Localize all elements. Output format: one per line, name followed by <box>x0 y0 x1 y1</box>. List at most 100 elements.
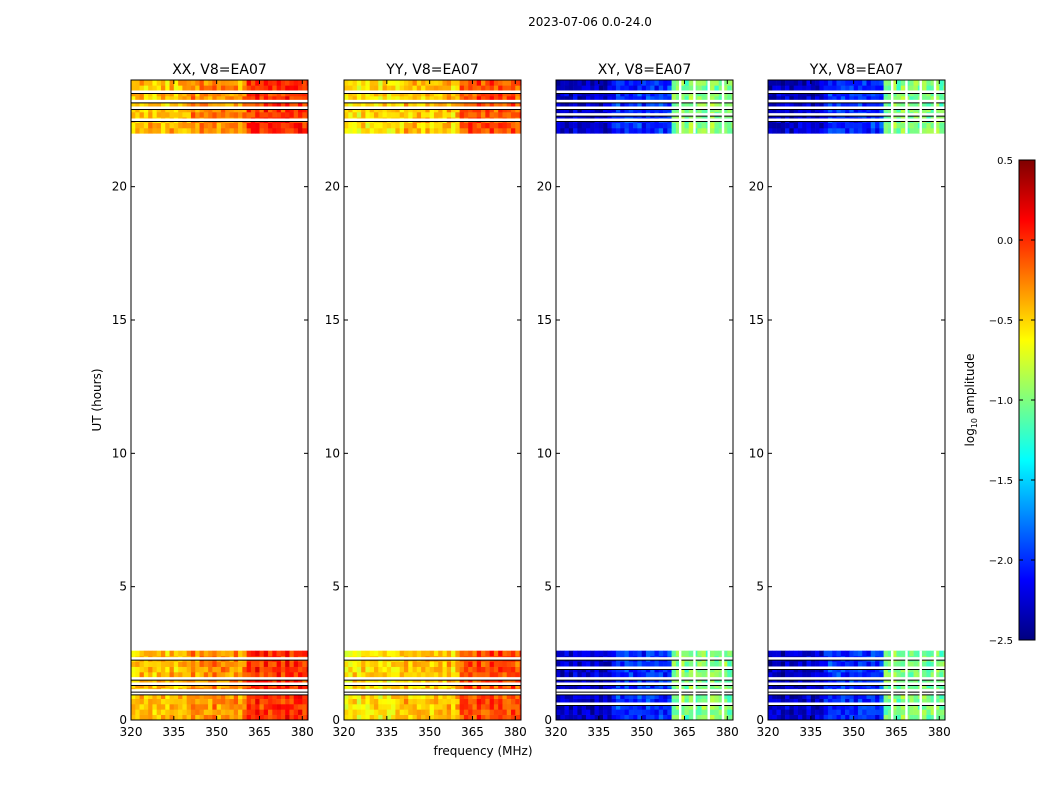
heatmap-cell <box>776 698 782 705</box>
heatmap-cell <box>148 714 153 721</box>
heatmap-cell <box>776 693 782 699</box>
heatmap-cell <box>433 693 439 699</box>
heatmap-cell <box>165 661 170 667</box>
heatmap-cell <box>633 85 638 91</box>
heatmap-cell <box>212 698 217 705</box>
heatmap-cell <box>386 122 392 129</box>
heatmap-cell <box>671 80 677 86</box>
heatmap-cell <box>229 85 235 91</box>
heatmap-cell <box>165 650 170 657</box>
heatmap-cell <box>556 101 561 107</box>
heatmap-cell <box>723 714 728 721</box>
heatmap-cell <box>365 122 370 129</box>
heatmap-cell <box>143 122 149 129</box>
heatmap-cell <box>560 96 565 102</box>
heatmap-cell <box>926 650 932 657</box>
heatmap-cell <box>369 704 375 710</box>
heatmap-cell <box>823 714 829 721</box>
heatmap-cell <box>173 661 179 667</box>
heatmap-cell <box>594 96 600 102</box>
heatmap-cell <box>688 714 694 721</box>
heatmap-cell <box>229 693 235 699</box>
heatmap-cell <box>459 666 465 673</box>
heatmap-cell <box>446 666 452 673</box>
heatmap-cell <box>289 693 295 699</box>
heatmap-cell <box>156 698 162 705</box>
heatmap-cell <box>845 698 850 705</box>
heatmap-cell <box>896 704 902 710</box>
heatmap-cell <box>302 122 307 129</box>
heatmap-cell <box>913 714 919 721</box>
heatmap-cell <box>203 96 209 102</box>
heatmap-cell <box>442 96 448 102</box>
heatmap-cell <box>887 650 893 657</box>
heatmap-cell <box>421 80 426 86</box>
heatmap-cell <box>178 85 183 91</box>
heatmap-cell <box>581 128 587 134</box>
heatmap-cell <box>216 693 222 699</box>
heatmap-cell <box>156 693 162 699</box>
heatmap-cell <box>883 693 889 699</box>
heatmap-cell <box>348 128 353 134</box>
heatmap-cell <box>573 693 578 699</box>
y-tick-label: 5 <box>756 580 764 594</box>
heatmap-cell <box>412 122 418 129</box>
heatmap-cell <box>148 80 153 86</box>
heatmap-cell <box>853 80 859 86</box>
heatmap-cell <box>293 714 299 721</box>
heatmap-cell <box>789 661 794 667</box>
heatmap-cell <box>515 709 520 715</box>
heatmap-cell <box>182 709 187 715</box>
heatmap-cell <box>382 672 388 678</box>
heatmap-cell <box>285 666 290 673</box>
heatmap-cell <box>598 672 604 678</box>
heatmap-cell <box>259 714 265 721</box>
heatmap-cell <box>650 80 655 86</box>
heatmap-cell <box>378 112 383 118</box>
heatmap-cell <box>386 698 392 705</box>
heatmap-cell <box>628 698 634 705</box>
heatmap-cell <box>173 666 179 673</box>
heatmap-cell <box>433 666 439 673</box>
heatmap-cell <box>382 122 388 129</box>
heatmap-cell <box>259 112 265 118</box>
heatmap-cell <box>425 714 430 721</box>
heatmap-cell <box>455 698 460 705</box>
heatmap-cell <box>875 661 880 667</box>
heatmap-cell <box>365 96 370 102</box>
heatmap-cell <box>603 650 608 657</box>
heatmap-cell <box>169 101 175 107</box>
heatmap-cell <box>611 96 617 102</box>
heatmap-cell <box>442 709 448 715</box>
heatmap-cell <box>598 122 604 129</box>
heatmap-cell <box>585 709 591 715</box>
heatmap-cell <box>620 80 625 86</box>
heatmap-cell <box>637 661 642 667</box>
heatmap-cell <box>199 650 205 657</box>
heatmap-cell <box>425 709 430 715</box>
flagged-row <box>131 682 308 686</box>
heatmap-cell <box>455 666 460 673</box>
heatmap-cell <box>810 714 816 721</box>
heatmap-cell <box>165 101 170 107</box>
heatmap-cell <box>506 80 512 86</box>
heatmap-cell <box>836 96 842 102</box>
heatmap-cell <box>896 128 902 134</box>
heatmap-cell <box>289 96 295 102</box>
heatmap-cell <box>853 96 859 102</box>
heatmap-cell <box>446 96 452 102</box>
heatmap-cell <box>675 128 681 134</box>
heatmap-cell <box>866 714 872 721</box>
heatmap-cell <box>408 661 413 667</box>
heatmap-cell <box>815 661 820 667</box>
heatmap-cell <box>373 672 379 678</box>
x-tick-label: 335 <box>587 725 610 739</box>
flagged-row <box>344 689 521 693</box>
heatmap-cell <box>718 672 724 678</box>
heatmap-cell <box>203 85 209 91</box>
heatmap-cell <box>152 709 157 715</box>
heatmap-cell <box>246 704 252 710</box>
heatmap-cell <box>199 709 205 715</box>
